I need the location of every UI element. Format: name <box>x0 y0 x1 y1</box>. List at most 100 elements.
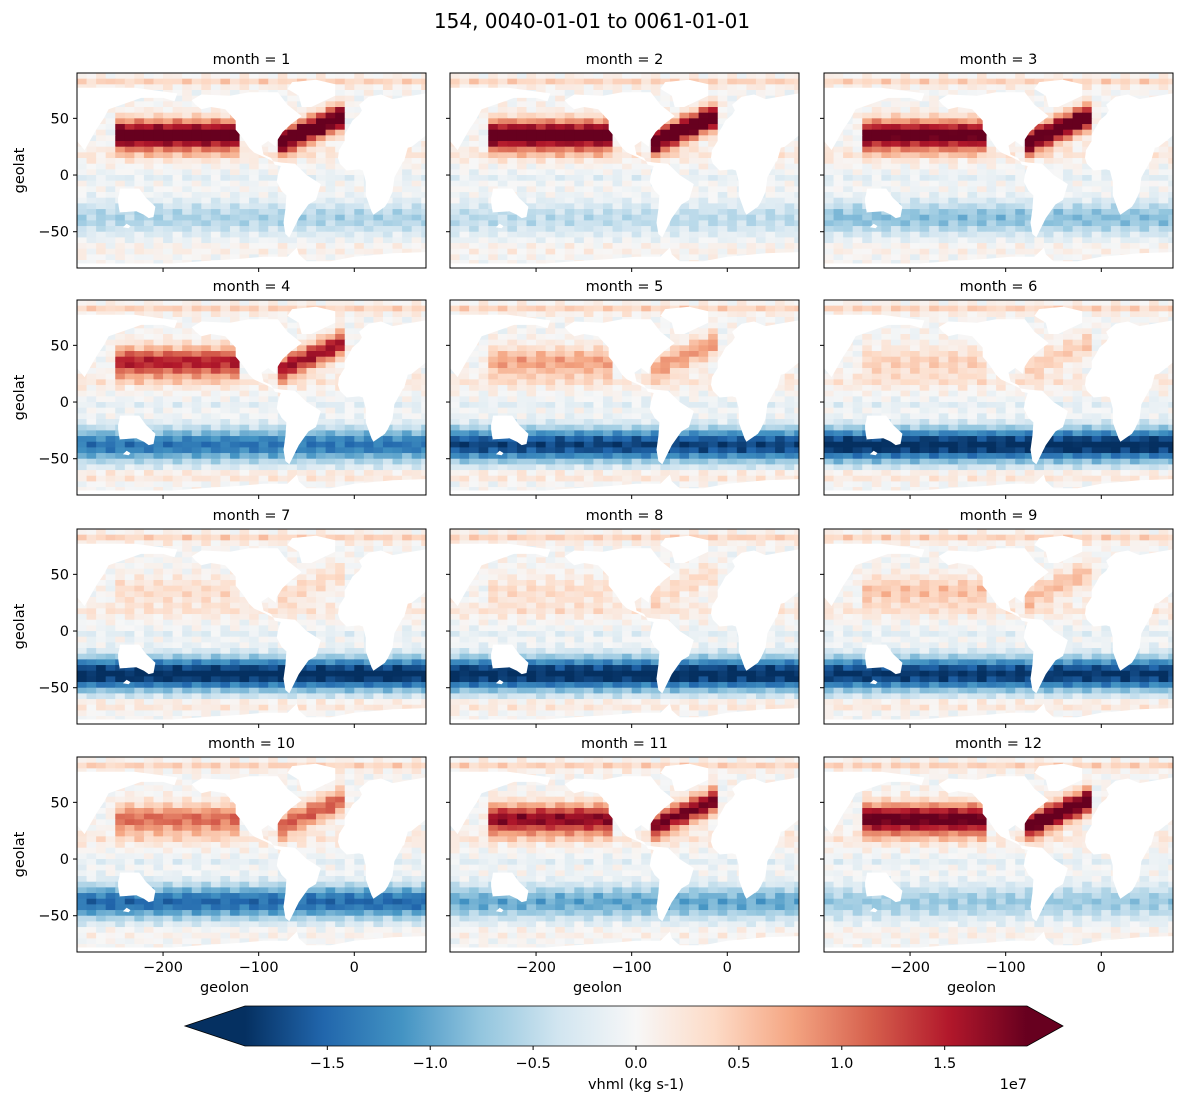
heat-cell <box>124 209 135 216</box>
heat-cell <box>708 118 719 125</box>
heat-cell <box>862 226 873 233</box>
heat-cell <box>852 146 863 153</box>
heat-cell <box>516 192 528 199</box>
heat-cell <box>593 124 604 131</box>
heat-cell <box>1139 226 1150 233</box>
heat-cell <box>545 118 556 125</box>
heat-cell <box>201 129 212 136</box>
heat-cell <box>220 214 231 221</box>
heat-cell <box>708 248 719 255</box>
heat-cell <box>536 101 547 108</box>
heat-cell <box>134 356 145 363</box>
heat-cell <box>134 305 145 312</box>
heat-cell <box>115 254 126 261</box>
heat-cell <box>507 220 518 227</box>
heat-cell <box>1072 112 1083 119</box>
heat-cell <box>105 436 116 443</box>
heat-cell <box>373 248 384 255</box>
heat-cell <box>335 305 346 312</box>
heat-cell <box>182 424 193 431</box>
heat-cell <box>507 129 518 136</box>
heat-cell <box>239 396 250 403</box>
heat-cell <box>660 95 671 102</box>
heat-cell <box>564 107 575 114</box>
heat-cell <box>708 95 719 102</box>
heat-cell <box>335 254 346 261</box>
heat-cell <box>1129 248 1141 255</box>
heat-cell <box>296 112 308 119</box>
heat-cell <box>775 203 786 210</box>
heat-cell <box>957 231 969 238</box>
heat-cell <box>459 237 470 244</box>
heat-cell <box>210 385 222 392</box>
heat-cell <box>115 78 126 85</box>
heat-cell <box>77 231 88 238</box>
heat-cell <box>134 396 145 403</box>
heat-cell <box>229 73 241 80</box>
heat-cell <box>555 197 566 204</box>
heat-cell <box>602 73 614 80</box>
heat-cell <box>316 169 327 176</box>
heat-cell <box>172 141 183 148</box>
heat-cell <box>229 351 241 358</box>
heat-cell <box>411 78 422 85</box>
heat-cell <box>96 214 107 221</box>
heat-cell <box>163 163 174 170</box>
heat-cell <box>201 186 212 193</box>
heat-cell <box>957 146 969 153</box>
heat-cell <box>277 237 288 244</box>
heat-cell <box>593 231 604 238</box>
heat-cell <box>602 129 614 136</box>
heat-cell <box>77 84 88 91</box>
heat-cell <box>1015 214 1026 221</box>
heat-cell <box>325 141 336 148</box>
heat-cell <box>382 214 394 221</box>
heat-cell <box>249 197 260 204</box>
heat-cell <box>1034 101 1045 108</box>
heat-cell <box>191 169 202 176</box>
heat-cell <box>967 186 978 193</box>
heat-cell <box>163 226 174 233</box>
heat-cell <box>354 220 365 227</box>
heat-cell <box>555 214 566 221</box>
heat-cell <box>1034 135 1045 142</box>
heat-cell <box>143 322 155 329</box>
heat-cell <box>938 243 949 250</box>
heat-cell <box>210 453 222 460</box>
heat-cell <box>134 135 145 142</box>
heat-cell <box>77 203 88 210</box>
heat-cell <box>335 209 346 216</box>
heat-cell <box>833 84 844 91</box>
heat-cell <box>660 141 671 148</box>
heat-cell <box>335 214 346 221</box>
heat-cell <box>650 95 661 102</box>
heat-cell <box>469 152 480 159</box>
heat-cell <box>316 197 327 204</box>
heat-cell <box>325 95 336 102</box>
heat-cell <box>1024 220 1035 227</box>
heat-cell <box>335 351 346 358</box>
heat-cell <box>852 203 863 210</box>
heat-cell <box>622 248 633 255</box>
heat-cell <box>210 379 222 386</box>
heat-cell <box>957 209 969 216</box>
heat-cell <box>143 254 155 261</box>
heat-cell <box>258 385 269 392</box>
heat-cell <box>1015 197 1026 204</box>
heat-cell <box>602 243 614 250</box>
heat-cell <box>220 163 231 170</box>
heat-cell <box>1129 214 1141 221</box>
heat-cell <box>191 419 202 426</box>
heat-cell <box>536 220 547 227</box>
heat-cell <box>612 214 623 221</box>
heat-cell <box>201 231 212 238</box>
heat-cell <box>229 447 241 454</box>
heat-cell <box>143 78 155 85</box>
heat-cell <box>229 243 241 250</box>
heat-cell <box>824 197 835 204</box>
heat-cell <box>402 385 413 392</box>
heat-cell <box>163 356 174 363</box>
heat-cell <box>86 311 97 318</box>
heat-cell <box>325 322 336 329</box>
heat-cell <box>698 135 709 142</box>
